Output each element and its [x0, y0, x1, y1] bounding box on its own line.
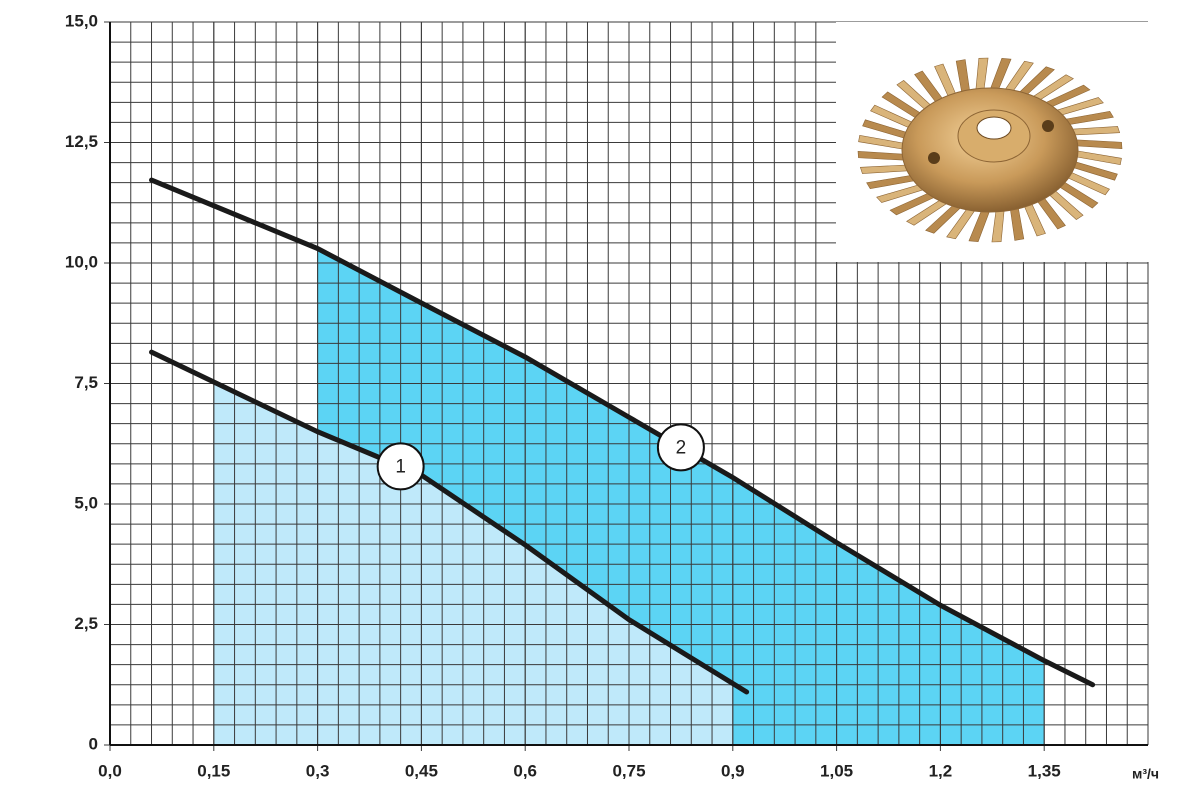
y-tick-label: 0: [89, 734, 98, 753]
operating-area: [213, 381, 733, 745]
impeller-bore: [976, 116, 1012, 140]
y-tick-label: 15,0: [65, 11, 98, 30]
y-tick-label: 12,5: [65, 132, 98, 151]
x-tick-label: 1,2: [929, 761, 953, 780]
y-tick-label: 10,0: [65, 252, 98, 271]
x-tick-label: 1,05: [820, 761, 853, 780]
y-tick-label: 5,0: [74, 493, 98, 512]
curve-label-badge: [376, 442, 425, 491]
performance-curve: [149, 349, 750, 695]
impeller-hole: [1042, 120, 1054, 132]
x-tick-label: 0,6: [513, 761, 537, 780]
impeller-photo: [836, 22, 1150, 262]
x-unit: м³/ч: [1132, 766, 1159, 782]
curve-label: 2: [676, 437, 687, 458]
x-tick-label: 0,15: [197, 761, 230, 780]
x-tick-label: 0,0: [98, 761, 122, 780]
x-tick-label: 0,9: [721, 761, 745, 780]
y-tick-label: 2,5: [74, 614, 98, 633]
x-tick-label: 0,3: [306, 761, 330, 780]
impeller-hole: [928, 152, 940, 164]
x-tick-label: 0,45: [405, 761, 438, 780]
x-tick-label: 0,75: [612, 761, 645, 780]
y-tick-label: 7,5: [74, 373, 98, 392]
curve-label: 1: [395, 456, 406, 477]
x-tick-label: 1,35: [1028, 761, 1061, 780]
curve-label-badge: [656, 423, 705, 472]
